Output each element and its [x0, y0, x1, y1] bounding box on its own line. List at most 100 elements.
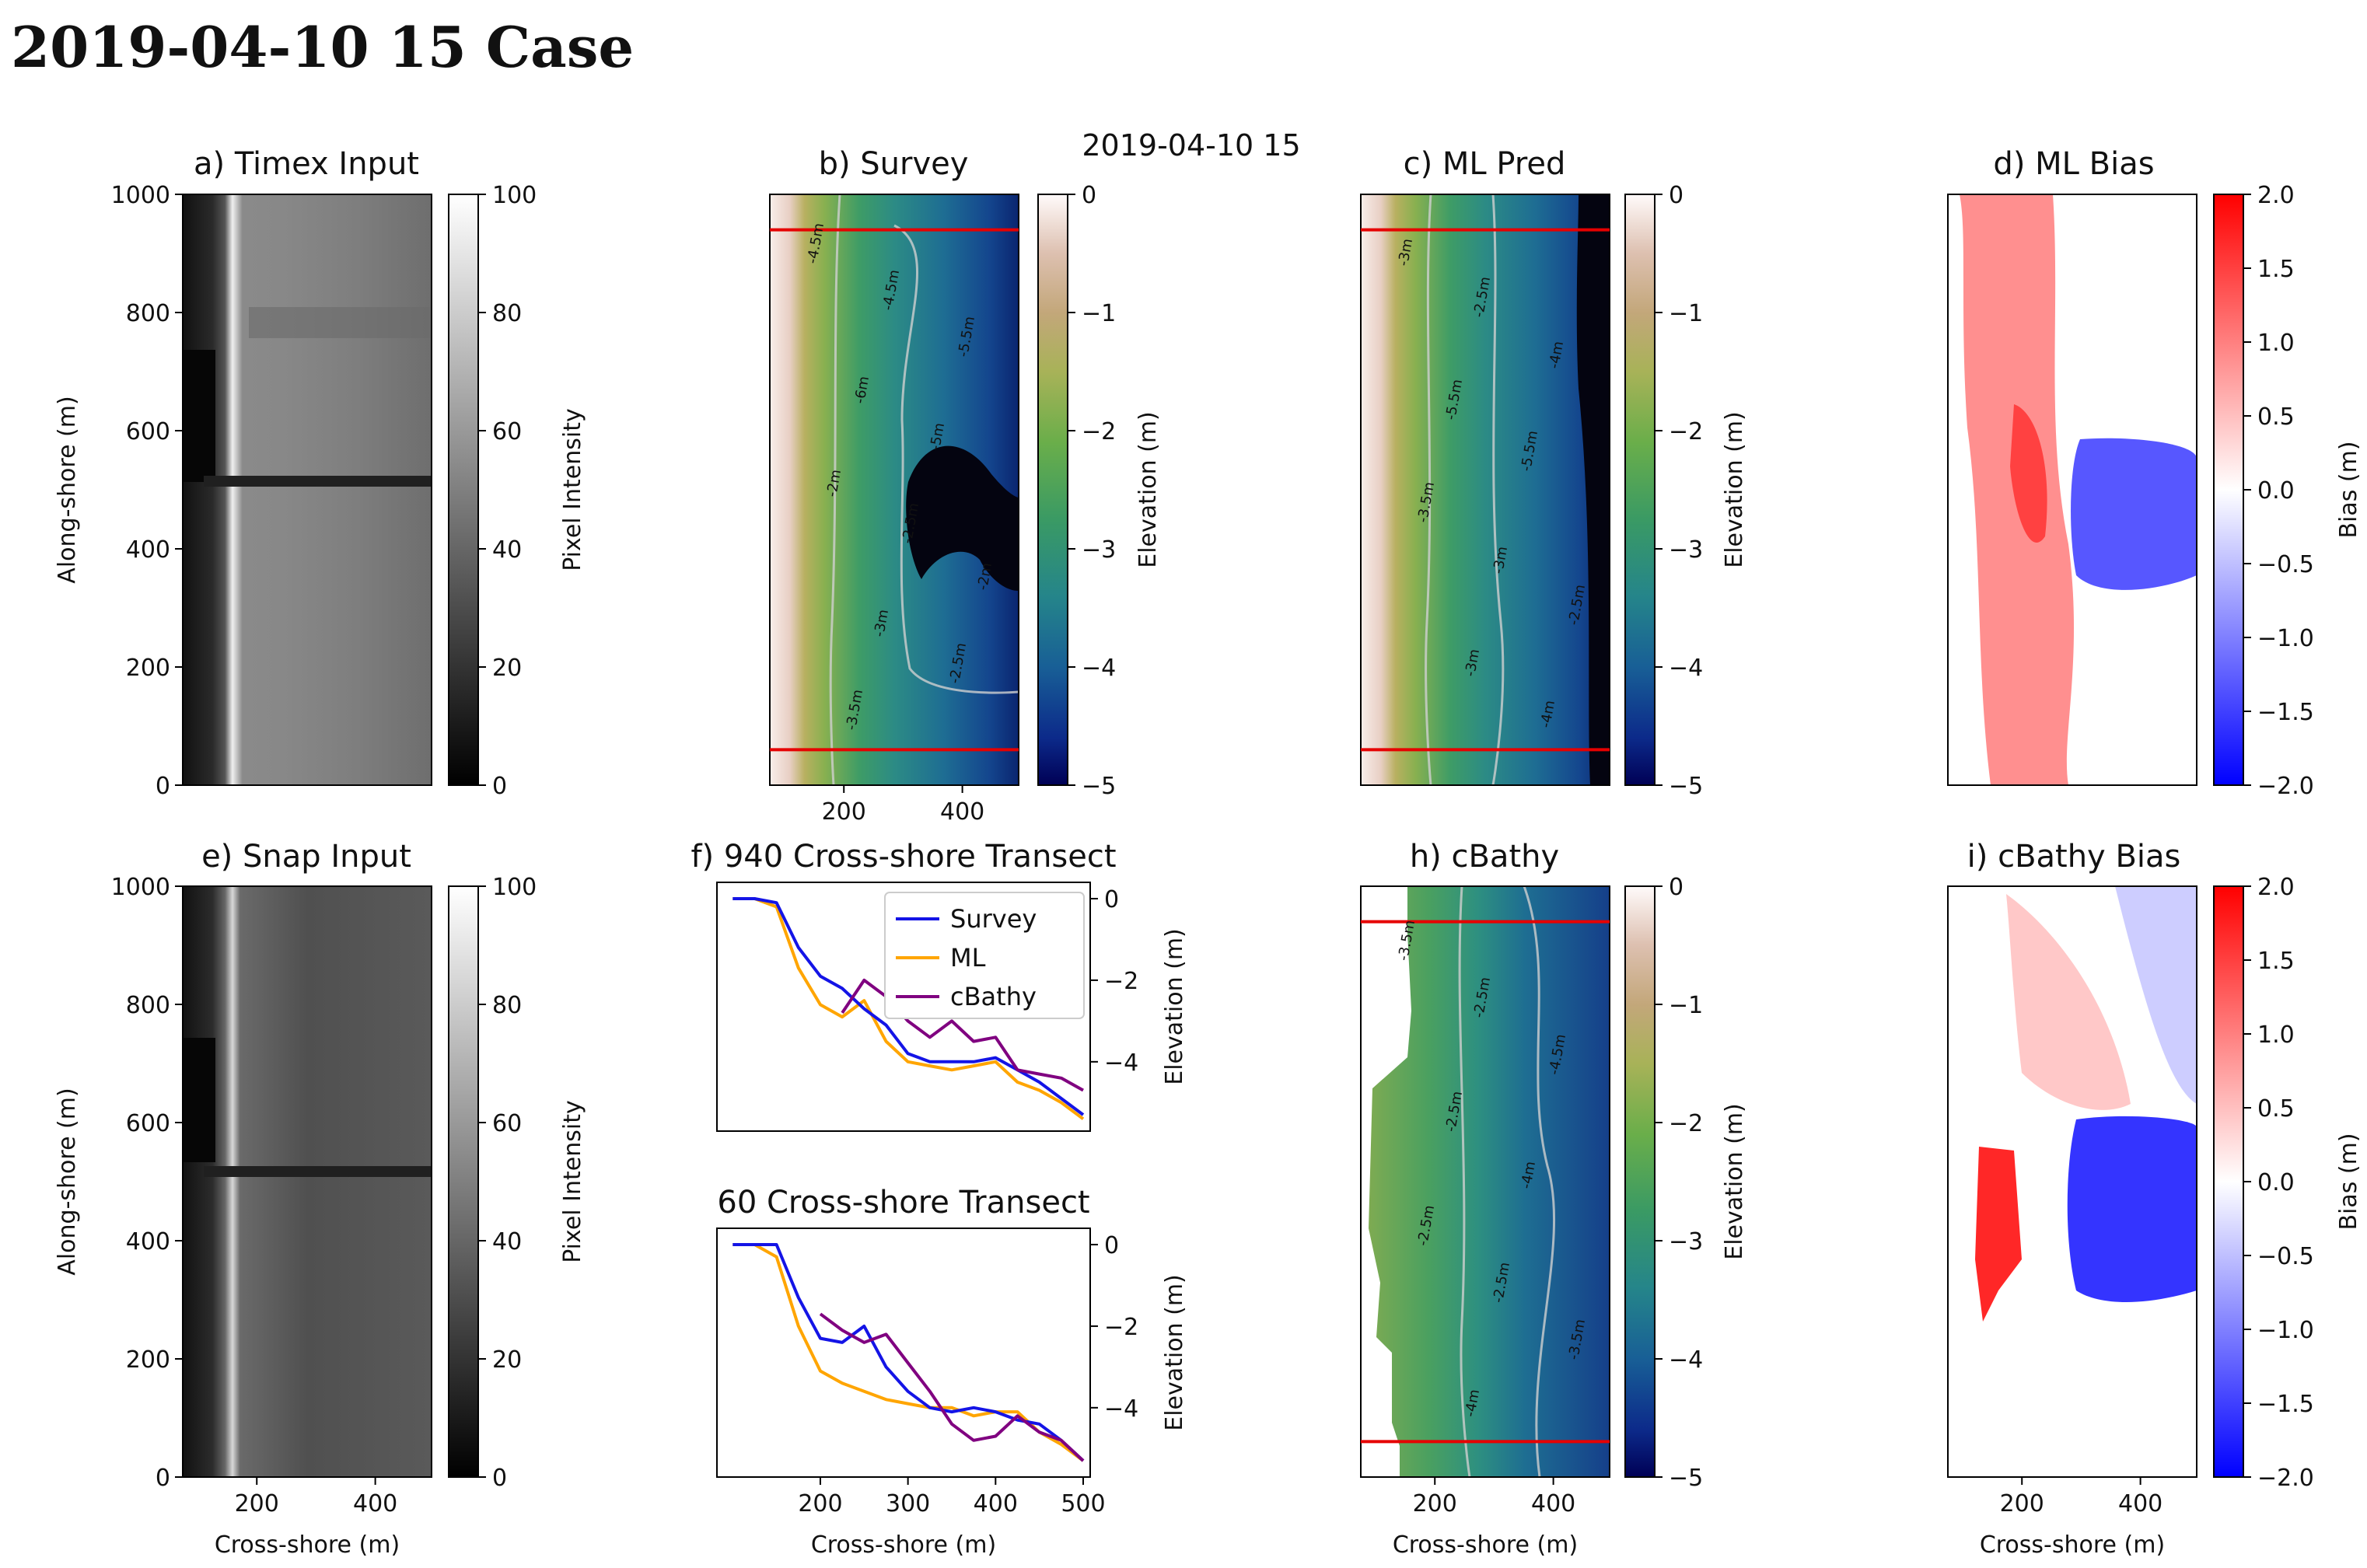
panel-h: h) cBathy 200 400 -3.5m-2.5m-4.5m-2.5m-4m… — [1360, 839, 1748, 1559]
suptitle: 2019-04-10 15 — [1082, 128, 1300, 162]
panel-f-yticks: 0 −2 −4 — [1090, 886, 1138, 1077]
colorbar-tick-label: 40 — [492, 536, 522, 564]
colorbar-tick-label: 0.5 — [2257, 1095, 2295, 1123]
panel-c-colorbar-ticks: 0 −1 −2 −3 −4 −5 — [1655, 182, 1703, 800]
panel-d-colorbar-label: Bias (m) — [2335, 441, 2362, 538]
panel-f: f) 940 Cross-shore Transect 0 −2 −4 Elevat… — [691, 839, 1188, 1132]
panel-g-title: 60 Cross-shore Transect — [717, 1185, 1089, 1221]
panel-e-colorbar-ticks: 0 20 40 60 80 100 — [478, 874, 537, 1492]
panel-g-series — [732, 1243, 1085, 1462]
panel-b-colorbar — [1037, 194, 1068, 786]
panel-e-yticks: 0 200 400 600 800 1000 — [111, 874, 183, 1492]
y-tick-label: 0 — [1104, 1232, 1119, 1259]
panel-f-ylabel: Elevation (m) — [1161, 928, 1188, 1085]
panel-h-transect-lines — [1361, 920, 1610, 1444]
panel-g-yticks: 0 −2 −4 — [1090, 1232, 1138, 1423]
series-line-survey — [732, 897, 1085, 1116]
panel-i-xticks: 200 400 — [2000, 1477, 2162, 1517]
colorbar-tick-label: 0.0 — [2257, 477, 2295, 505]
y-tick-label: 1000 — [111, 182, 170, 209]
colorbar-tick-label: 0 — [1669, 182, 1683, 209]
y-tick-label: 400 — [126, 1228, 170, 1255]
panel-h-title: h) cBathy — [1410, 839, 1559, 875]
panel-b: b) Survey 200 400 -4.5m-4.5m-5.5m-6m-5m-2… — [769, 146, 1162, 826]
y-tick-label: −2 — [1104, 1314, 1138, 1341]
x-tick-label: 200 — [822, 798, 866, 826]
colorbar-tick-label: 1.0 — [2257, 1021, 2295, 1049]
y-tick-label: 200 — [126, 655, 170, 682]
panel-i: i) cBathy Bias 200 400 Cross-shore (m) 2.… — [1947, 839, 2362, 1559]
panel-a-title: a) Timex Input — [194, 146, 419, 182]
panel-a-colorbar-label: Pixel Intensity — [559, 408, 586, 571]
panel-c-deep-region — [1576, 194, 1610, 785]
panel-c-title: c) ML Pred — [1404, 146, 1566, 182]
panel-h-frame — [1360, 885, 1610, 1478]
colorbar-tick-label: 100 — [492, 874, 537, 901]
series-line-cbathy — [819, 1312, 1085, 1462]
colorbar-tick-label: −2.0 — [2257, 1465, 2314, 1492]
panel-e-colorbar-label: Pixel Intensity — [559, 1100, 586, 1263]
colorbar-tick-label: −3 — [1669, 1228, 1703, 1255]
panel-e-pier — [204, 1166, 432, 1177]
colorbar-tick-label: 2.0 — [2257, 182, 2295, 209]
panel-i-colorbar-ticks: 2.0 1.5 1.0 0.5 0.0 −0.5 −1.0 −1.5 −2.0 — [2243, 874, 2314, 1492]
colorbar-tick-label: −1.5 — [2257, 699, 2314, 726]
y-tick-label: 800 — [126, 992, 170, 1019]
panel-b-frame — [769, 194, 1019, 786]
panel-c-frame — [1360, 194, 1610, 786]
panel-d-title: d) ML Bias — [1993, 146, 2154, 182]
colorbar-tick-label: 1.5 — [2257, 256, 2295, 283]
panel-b-xticks: 200 400 — [822, 785, 984, 826]
panel-g-ylabel: Elevation (m) — [1161, 1274, 1188, 1431]
panel-i-frame — [1947, 885, 2197, 1478]
x-tick-label: 200 — [235, 1490, 279, 1517]
colorbar-tick-label: 2.0 — [2257, 874, 2295, 901]
panel-f-title: f) 940 Cross-shore Transect — [691, 839, 1116, 875]
panel-b-colorbar-ticks: 0 −1 −2 −3 −4 −5 — [1068, 182, 1116, 800]
colorbar-tick-label: 0 — [492, 773, 507, 800]
colorbar-tick-label: 40 — [492, 1228, 522, 1255]
panel-d-positive-core — [2010, 404, 2047, 543]
panel-a-band — [249, 307, 432, 338]
panel-e: e) Snap Input Along-shore (m) Cross-shor… — [54, 839, 586, 1559]
panel-h-colorbar — [1624, 885, 1656, 1478]
colorbar-tick-label: −5 — [1669, 773, 1703, 800]
colorbar-tick-label: 0 — [492, 1465, 507, 1492]
panel-a-image — [183, 194, 432, 785]
colorbar-tick-label: 100 — [492, 182, 537, 209]
panel-e-frame — [182, 885, 432, 1478]
panel-i-colorbar — [2213, 885, 2244, 1478]
legend-survey-label: Survey — [950, 904, 1037, 934]
colorbar-tick-label: 0 — [1669, 874, 1683, 901]
y-tick-label: 1000 — [111, 874, 170, 901]
y-tick-label: 800 — [126, 300, 170, 327]
panel-a: a) Timex Input Along-shore (m) 020040060… — [54, 146, 586, 800]
colorbar-tick-label: −1.0 — [2257, 1317, 2314, 1344]
colorbar-tick-label: −0.5 — [2257, 1243, 2314, 1270]
panel-a-dark-land — [183, 350, 215, 482]
panel-e-ylabel: Along-shore (m) — [54, 1088, 81, 1275]
panel-d-negative-bias — [2071, 438, 2197, 590]
series-line-ml — [732, 897, 1085, 1120]
x-tick-label: 300 — [886, 1490, 930, 1517]
panel-e-dark-land — [183, 1038, 215, 1162]
legend-box — [884, 892, 1085, 1019]
colorbar-tick-label: −4 — [1082, 655, 1116, 682]
x-tick-label: 400 — [940, 798, 984, 826]
x-tick-label: 200 — [798, 1490, 842, 1517]
colorbar-tick-label: −2 — [1082, 418, 1116, 445]
panel-f-legend: Survey ML cBathy — [884, 892, 1085, 1019]
panel-b-contour-labels: -4.5m-4.5m-5.5m-6m-5m-2m-2.5m-2m-3m-2.5m… — [804, 222, 995, 732]
panel-b-transect-lines — [770, 228, 1019, 752]
panel-f-series — [732, 897, 1085, 1120]
panel-i-negative-soft — [2115, 886, 2197, 1104]
colorbar-tick-label: 0.5 — [2257, 403, 2295, 431]
panel-g-xlabel: Cross-shore (m) — [811, 1531, 996, 1559]
series-line-ml — [732, 1243, 1085, 1462]
y-tick-label: −2 — [1104, 968, 1138, 995]
panel-c-transect-lines — [1361, 228, 1610, 752]
colorbar-tick-label: −1 — [1669, 300, 1703, 327]
legend-ml-label: ML — [950, 943, 986, 973]
colorbar-tick-label: −3 — [1669, 536, 1703, 564]
panel-e-colorbar — [448, 885, 479, 1478]
